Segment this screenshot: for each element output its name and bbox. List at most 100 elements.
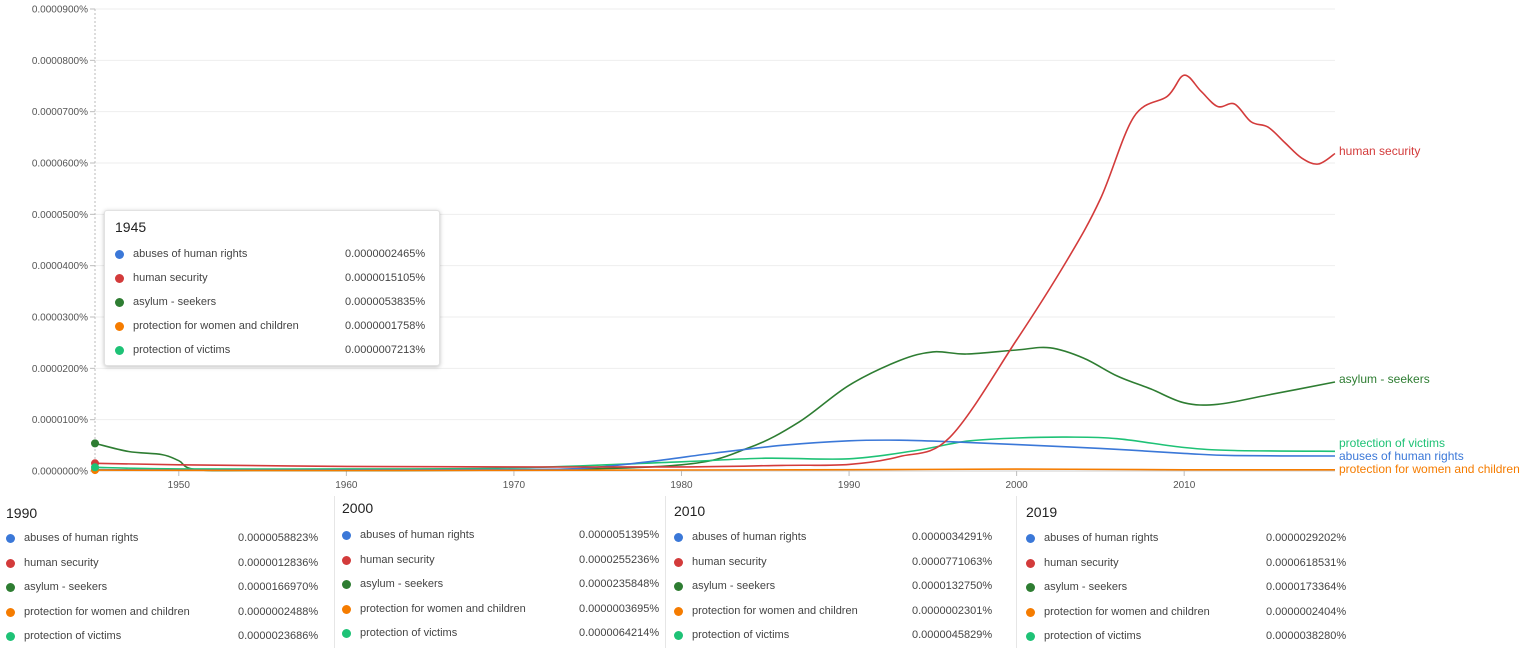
row-label: asylum - seekers [692, 580, 776, 592]
legend-dot-icon [674, 533, 683, 542]
legend-dot-icon [342, 629, 351, 638]
legend-dot-icon [1026, 607, 1035, 617]
y-tick-label: 0.0000400% [32, 261, 88, 272]
panel-year: 2019 [1026, 504, 1058, 520]
tooltip-row: protection for women and children 0.00000… [115, 319, 431, 335]
legend-dot-icon [674, 606, 683, 616]
row-value: 0.0000002488% [238, 605, 319, 618]
row-value: 0.0000618531% [1266, 556, 1347, 569]
panel-row: protection of victims 0.0000064214% [342, 626, 669, 642]
year-panel-1990: 1990 abuses of human rights 0.0000058823%… [0, 496, 332, 648]
panel-row: asylum - seekers 0.0000235848% [342, 577, 669, 593]
row-value: 0.0000045829% [912, 629, 993, 641]
panel-row: human security 0.0000618531% [1026, 556, 1356, 572]
year-panel-2000: 2000 abuses of human rights 0.0000051395%… [336, 496, 664, 648]
panel-row: asylum - seekers 0.0000173364% [1026, 580, 1356, 596]
legend-dot-icon [1026, 558, 1035, 568]
panel-row: protection for women and children 0.00000… [342, 602, 669, 618]
y-tick-label: 0.0000800% [32, 56, 88, 67]
row-label: asylum - seekers [24, 581, 108, 593]
row-label: protection of victims [24, 630, 122, 642]
row-label: abuses of human rights [1044, 532, 1159, 544]
tooltip-row: asylum - seekers 0.0000053835% [115, 295, 431, 311]
panel-row: asylum - seekers 0.0000166970% [6, 580, 328, 596]
legend-dot-icon [6, 632, 15, 641]
row-label: protection for women and children [133, 320, 299, 332]
y-axis-ticks: 0.0000000% 0.0000100% 0.0000200% 0.0000300%… [32, 5, 88, 478]
panel-row: protection of victims 0.0000023686% [6, 629, 328, 645]
row-label: protection for women and children [360, 602, 526, 615]
hover-tooltip: 1945 abuses of human rights 0.0000002465%… [104, 210, 440, 366]
panel-row: human security 0.0000255236% [342, 553, 669, 569]
panel-row: human security 0.0000012836% [6, 556, 328, 572]
series-line [94, 468, 1336, 472]
series-end-label: asylum - seekers [1339, 372, 1430, 386]
legend-dot-icon [115, 298, 124, 307]
row-label: protection of victims [692, 629, 790, 641]
legend-dot-icon [674, 557, 683, 567]
row-value: 0.0000255236% [579, 553, 660, 566]
row-label: abuses of human rights [692, 531, 807, 543]
series-end-labels: abuses of human rights human security asyl… [1339, 144, 1520, 476]
series-marker [91, 463, 99, 472]
panel-divider [665, 496, 666, 648]
x-tick-label: 1960 [335, 480, 358, 491]
panel-divider [1016, 496, 1017, 648]
legend-dot-icon [115, 322, 124, 331]
legend-dot-icon [342, 555, 351, 565]
row-value: 0.0000029202% [1266, 532, 1347, 544]
panel-row: abuses of human rights 0.0000034291% [674, 530, 1002, 546]
row-label: human security [1044, 556, 1119, 569]
series-end-label: human security [1339, 144, 1420, 158]
series-end-label: abuses of human rights [1339, 449, 1464, 463]
legend-dot-icon [342, 531, 351, 540]
y-tick-label: 0.0000000% [32, 467, 88, 478]
tooltip-row: human security 0.0000015105% [115, 271, 431, 287]
panel-row: protection for women and children 0.00000… [1026, 605, 1356, 621]
x-tick-label: 1950 [168, 480, 191, 491]
y-tick-label: 0.0000300% [32, 313, 88, 324]
row-label: protection of victims [133, 344, 231, 356]
row-value: 0.0000023686% [238, 630, 319, 642]
y-tick-label: 0.0000600% [32, 159, 88, 170]
row-label: human security [24, 556, 99, 569]
panel-row: protection for women and children 0.00000… [6, 605, 328, 621]
legend-dot-icon [6, 534, 15, 543]
year-panel-2010: 2010 abuses of human rights 0.0000034291%… [668, 496, 1014, 648]
row-label: protection of victims [360, 627, 458, 639]
legend-dot-icon [1026, 534, 1035, 543]
row-value: 0.0000058823% [238, 532, 319, 544]
y-tick-label: 0.0000700% [32, 107, 88, 118]
row-value: 0.0000051395% [579, 529, 660, 541]
row-value: 0.0000002465% [345, 248, 426, 260]
row-label: protection for women and children [24, 605, 190, 618]
panel-year: 2000 [342, 500, 374, 516]
x-tick-label: 1980 [670, 480, 693, 491]
year-panel-2019: 2019 abuses of human rights 0.0000029202%… [1020, 496, 1360, 648]
row-value: 0.0000002301% [912, 604, 993, 617]
row-label: abuses of human rights [360, 529, 475, 541]
row-value: 0.0000003695% [579, 602, 660, 615]
panel-row: protection of victims 0.0000045829% [674, 628, 1002, 644]
row-label: protection for women and children [692, 604, 858, 617]
row-label: asylum - seekers [133, 296, 217, 308]
row-value: 0.0000053835% [345, 296, 426, 308]
series-lines [94, 74, 1336, 472]
x-tick-label: 1970 [503, 480, 526, 491]
row-value: 0.0000002404% [1266, 605, 1347, 618]
row-label: asylum - seekers [1044, 581, 1128, 593]
panel-row: protection for women and children 0.00000… [674, 604, 1002, 620]
row-value: 0.0000034291% [912, 531, 993, 543]
panel-divider [334, 496, 335, 648]
panel-row: abuses of human rights 0.0000058823% [6, 531, 328, 547]
row-value: 0.0000007213% [345, 344, 426, 356]
y-tick-label: 0.0000900% [32, 5, 88, 16]
panel-row: abuses of human rights 0.0000029202% [1026, 531, 1356, 547]
row-label: human security [133, 272, 208, 284]
row-value: 0.0000166970% [238, 581, 319, 593]
series-line [94, 436, 1336, 470]
legend-dot-icon [115, 346, 124, 355]
series-end-label: protection for women and children [1339, 462, 1520, 476]
y-tick-label: 0.0000500% [32, 210, 88, 221]
row-value: 0.0000038280% [1266, 630, 1347, 642]
